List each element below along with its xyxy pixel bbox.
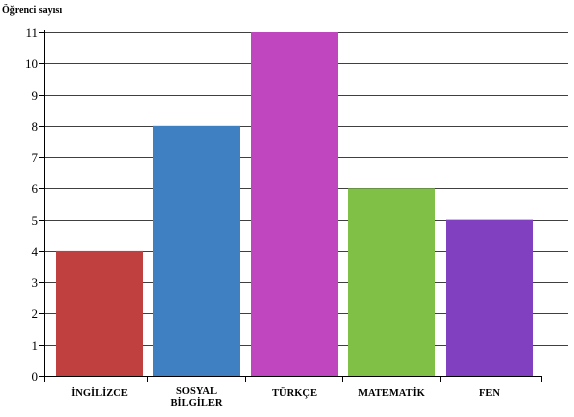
x-category-label: İNGİLİZCE: [71, 387, 128, 399]
y-tick-label: 11: [25, 25, 38, 40]
bar: [446, 219, 533, 376]
y-tick-label: 4: [32, 244, 39, 259]
y-tick-label: 3: [32, 275, 39, 290]
bar: [153, 125, 240, 377]
y-tick-label: 9: [32, 88, 39, 103]
x-category-label: BİLGİLER: [171, 397, 223, 409]
x-category-label: FEN: [479, 388, 500, 399]
axes: [39, 30, 542, 382]
y-tick-label: 7: [32, 150, 39, 165]
bar: [348, 188, 435, 376]
x-category-label: MATEMATİK: [358, 387, 426, 399]
bars: [56, 32, 533, 377]
x-category-label: TÜRKÇE: [272, 386, 317, 399]
bar: [56, 250, 143, 376]
y-tick-label: 0: [32, 369, 39, 384]
y-tick-labels: 0 1 2 3 4 5 6 7 8 9 10 11: [25, 25, 39, 384]
bar: [251, 32, 338, 376]
y-tick-label: 10: [25, 56, 38, 71]
y-tick-label: 2: [32, 306, 39, 321]
y-tick-label: 1: [32, 338, 39, 353]
y-tick-label: 6: [32, 181, 39, 196]
y-tick-label: 8: [32, 119, 39, 134]
x-category-label: SOSYAL: [176, 386, 217, 397]
y-tick-label: 5: [32, 213, 39, 228]
y-axis-label: Öğrenci sayısı: [2, 3, 62, 16]
